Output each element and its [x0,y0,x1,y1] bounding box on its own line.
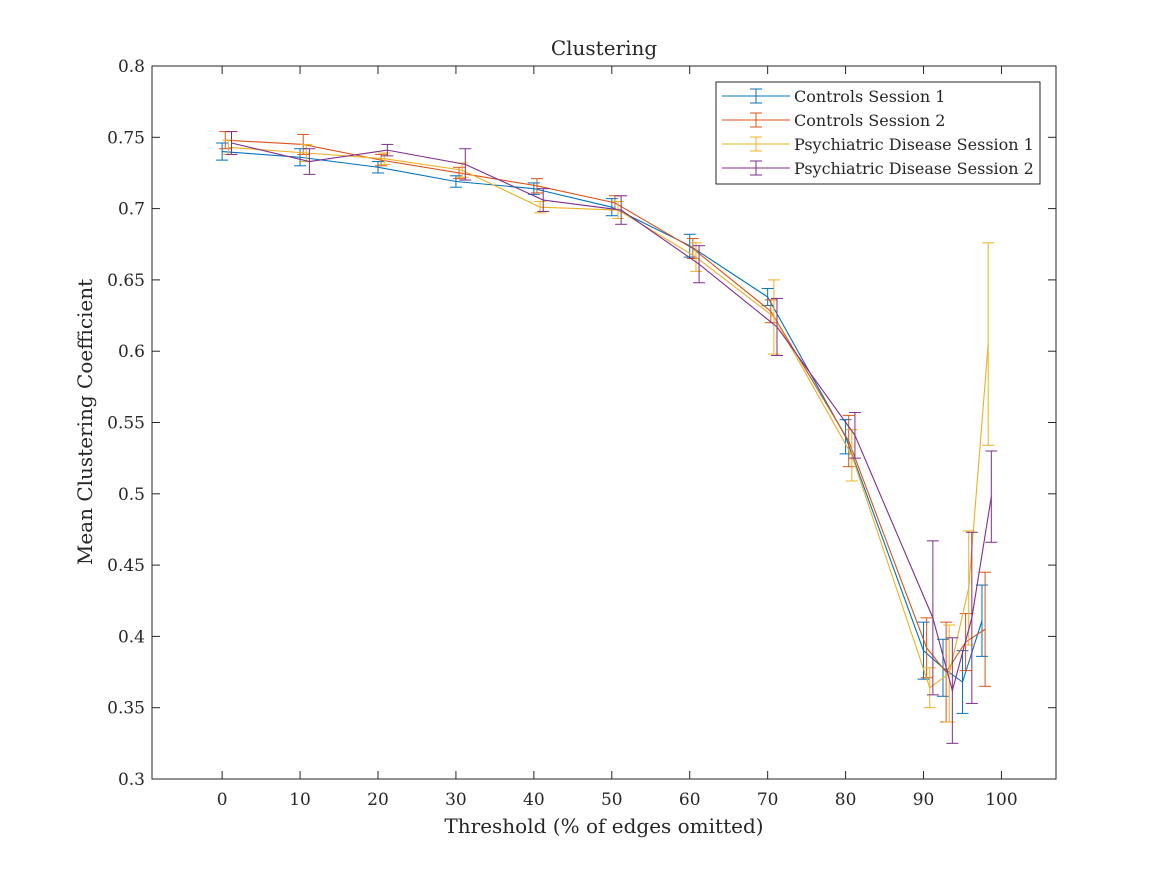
y-tick-label: 0.5 [118,485,145,505]
x-tick-label: 10 [289,790,311,810]
y-tick-label: 0.65 [107,271,145,291]
x-tick-label: 100 [985,790,1017,810]
y-tick-label: 0.8 [118,57,145,77]
error-bar [693,245,706,284]
x-tick-label: 70 [757,790,779,810]
x-tick-label: 40 [523,790,545,810]
error-bar [965,531,978,704]
legend-box [715,81,1041,185]
error-bar [767,279,780,355]
x-tick-label: 0 [217,790,228,810]
error-bar [985,450,998,543]
chart-title: Clustering [551,36,658,60]
error-bar [926,540,939,696]
y-axis-ticks: 0.3 0.35 0.4 0.45 0.5 0.55 0.6 0.65 0.7 0.75 0.8 [107,57,1056,790]
legend-label: Psychiatric Disease Session 2 [794,159,1034,178]
y-tick-label: 0.55 [107,414,145,434]
error-bar [979,571,992,687]
legend-label: Controls Session 1 [794,87,945,106]
legend-item: Psychiatric Disease Session 2 [722,159,1034,178]
error-bar [216,142,229,161]
legend-entries: Controls Session 1 Controls Session 2 Psyc… [722,87,1034,178]
y-tick-label: 0.35 [107,699,145,719]
error-bar [845,429,858,482]
error-bar [537,188,550,212]
error-bar [372,161,384,174]
y-axis-title: Mean Clustering Coefficient [73,279,97,565]
x-tick-label: 60 [679,790,701,810]
series-4 [225,131,998,744]
error-bar [459,148,472,181]
error-bar [982,242,995,446]
error-bar [225,131,238,155]
error-bar [923,667,936,709]
series-3 [222,139,995,723]
error-bar [842,414,855,468]
y-tick-label: 0.4 [118,627,145,647]
plot-area [152,66,1056,779]
x-axis-title: Threshold (% of edges omitted) [444,814,763,838]
error-bar [381,143,394,157]
error-bar [946,637,959,744]
error-bar [615,195,628,225]
error-bar [530,178,543,194]
legend-item: Psychiatric Disease Session 1 [722,135,1034,154]
x-tick-label: 80 [835,790,857,810]
error-bar [975,584,988,657]
y-tick-label: 0.45 [107,556,145,576]
error-bar [303,148,316,175]
error-bar [764,299,777,324]
error-bar [771,297,784,356]
error-bar [605,198,618,217]
y-tick-label: 0.6 [118,342,145,362]
x-tick-label: 50 [601,790,623,810]
x-tick-label: 90 [913,790,935,810]
x-axis-ticks: 0 10 20 30 40 50 60 70 80 90 100 [217,66,1018,810]
error-bar [449,175,462,188]
legend-label: Controls Session 2 [794,111,945,130]
y-tick-label: 0.75 [107,128,145,148]
x-tick-label: 20 [367,790,389,810]
series-layer [216,131,998,744]
error-bar [378,152,391,165]
error-bar [943,624,956,723]
legend-label: Psychiatric Disease Session 1 [794,135,1034,154]
error-bar [689,242,702,272]
x-tick-label: 30 [445,790,467,810]
legend-item: Controls Session 2 [722,111,945,130]
error-bar [848,412,861,459]
legend-item: Controls Session 1 [722,87,945,106]
y-tick-label: 0.7 [118,200,145,220]
y-tick-label: 0.3 [118,770,145,790]
legend: Controls Session 1 Controls Session 2 Psyc… [715,81,1041,185]
